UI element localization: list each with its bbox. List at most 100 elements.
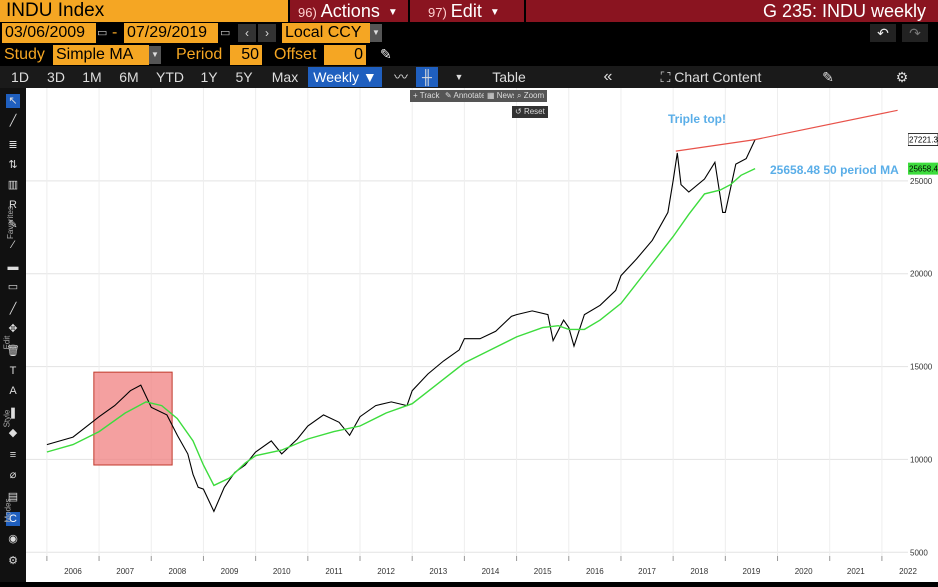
edit-menu[interactable]: 97) Edit ▼	[410, 0, 524, 22]
redo-icon[interactable]: ↷	[902, 24, 928, 42]
chevron-down-icon: ▼	[387, 7, 398, 18]
chart-content-icon: ⛶	[660, 69, 671, 85]
font-tool-icon[interactable]: A	[9, 385, 17, 397]
range-button-5y[interactable]: 5Y	[235, 69, 253, 85]
gear-icon[interactable]: ⚙	[895, 69, 909, 85]
color-mode-icon[interactable]: ◉	[8, 533, 18, 545]
calendar-icon[interactable]: ▭	[97, 27, 108, 39]
paint-tool-icon[interactable]: ◆	[8, 427, 18, 439]
range-button-6m[interactable]: 6M	[119, 69, 139, 85]
chevron-down-icon[interactable]: ▼	[149, 46, 161, 64]
trendline-tool-icon[interactable]: ╱	[9, 115, 17, 127]
frequency-select[interactable]: Weekly ▼	[308, 67, 382, 87]
table-button[interactable]: Table	[492, 69, 526, 85]
x-tick-label: 2013	[429, 567, 447, 576]
x-tick-label: 2007	[116, 567, 134, 576]
chevron-down-icon: ▼	[362, 69, 377, 85]
line-tool-icon[interactable]: ╱	[9, 303, 17, 315]
chart-content-label: Chart Content	[674, 69, 762, 85]
text-tool-icon[interactable]: T	[9, 365, 17, 377]
last-ma-label: 25658.48	[909, 165, 938, 174]
range-button-1m[interactable]: 1M	[82, 69, 102, 85]
security-title[interactable]: INDU Index	[0, 0, 288, 22]
start-date-field[interactable]: 03/06/2009	[2, 23, 96, 43]
end-date-field[interactable]: 07/29/2019	[124, 23, 218, 43]
news-button[interactable]: ▦ News	[484, 90, 520, 102]
ma-annotation[interactable]: 25658.48 50 period MA	[770, 163, 899, 177]
move-tool-icon[interactable]: ✥	[8, 323, 18, 335]
layer-tool-icon[interactable]: ❚	[8, 407, 18, 419]
zoom-button[interactable]: ⌕ Zoom	[514, 90, 548, 102]
triple-top-annotation[interactable]: Triple top!	[668, 112, 726, 126]
track-button[interactable]: + Track	[410, 90, 443, 102]
series-line-indu	[46, 139, 756, 513]
range-button-1y[interactable]: 1Y	[200, 69, 218, 85]
pen-tool-icon[interactable]: ✎	[8, 219, 18, 231]
edit-chart-icon[interactable]: ✎	[822, 69, 834, 85]
last-price-tag	[907, 133, 938, 147]
actions-label: Actions	[320, 1, 380, 21]
range-button-ytd[interactable]: YTD	[156, 69, 184, 85]
x-tick-label: 2011	[325, 567, 343, 576]
favorite-tool-icon[interactable]: ▥	[7, 179, 19, 191]
ratio-tool-icon[interactable]: R	[9, 199, 17, 211]
chevron-down-icon[interactable]: ▼	[370, 24, 382, 42]
chevron-down-icon[interactable]: ▼	[454, 72, 464, 82]
lines-tool-icon[interactable]: ≡	[9, 449, 17, 461]
reset-label: Reset	[523, 107, 545, 116]
y-tick-label: 15000	[910, 363, 933, 372]
price-chart[interactable]	[26, 88, 908, 556]
snapshot-tool-icon[interactable]: ▤	[7, 491, 19, 503]
study-label: Study	[4, 46, 45, 63]
y-tick-label: 5000	[910, 548, 928, 556]
line-chart-icon[interactable]: 〰	[394, 69, 408, 85]
annotate-button[interactable]: ✎ Annotate	[442, 90, 489, 102]
offset-input[interactable]: 0	[324, 45, 366, 65]
x-axis-svg: 2006 2007 2008 2009 2010 2011 2012 2013 2014 2015…	[46, 556, 917, 576]
drawing-sidebar: ↖ ╱ ≣ ⇅ ▥ R ✎ ⁄ ▬ ▭ ╱ ✥ 🗑 T A ❚ ◆ ≡ ⌀ ▤ …	[0, 88, 26, 582]
currency-select[interactable]: Local CCY	[282, 23, 370, 43]
zoom-label: Zoom	[523, 91, 545, 100]
brush-tool-icon[interactable]: ⁄	[12, 239, 14, 251]
calendar-icon[interactable]: ▭	[220, 27, 231, 39]
x-tick-label: 2021	[847, 567, 865, 576]
eraser-tool-icon[interactable]: ⌀	[9, 469, 17, 481]
range-toolbar	[0, 66, 938, 88]
x-tick-label: 2012	[377, 567, 395, 576]
settings-icon[interactable]: ⚙	[8, 555, 18, 567]
last-price-label: 27221.35	[909, 136, 938, 145]
actions-menu[interactable]: 96) Actions ▼	[290, 0, 408, 22]
y-axis-svg: 5000 10000 15000 20000 25000 27221.35 25658.48	[907, 133, 938, 557]
x-tick-label: 2017	[638, 567, 656, 576]
period-input[interactable]: 50	[230, 45, 262, 65]
chart-plot-area[interactable]	[26, 88, 908, 556]
collapse-left-icon[interactable]: «	[603, 68, 613, 85]
highlight-box	[93, 371, 173, 466]
range-button-1d[interactable]: 1D	[11, 69, 29, 85]
edit-label: Edit	[450, 1, 482, 21]
range-button-max[interactable]: Max	[271, 69, 299, 85]
ruler-tool-icon[interactable]: ▭	[7, 281, 19, 293]
news-label: News	[496, 91, 517, 100]
x-tick-label: 2008	[168, 567, 186, 576]
chart-content-button[interactable]: ⛶ Chart Content	[650, 67, 772, 87]
mode-c-icon[interactable]: C	[6, 512, 20, 526]
page-title: G 235: INDU weekly	[526, 0, 938, 22]
series-line-trendline	[675, 109, 898, 152]
trash-icon[interactable]: 🗑	[6, 345, 20, 357]
fib-tool-icon[interactable]: ≣	[8, 139, 18, 151]
study-select[interactable]: Simple MA	[53, 45, 149, 65]
reset-button[interactable]: ↺ Reset	[512, 106, 548, 118]
y-tick-label: 20000	[910, 270, 933, 279]
range-button-3d[interactable]: 3D	[47, 69, 65, 85]
cursor-icon[interactable]: ↖	[6, 94, 20, 108]
channel-tool-icon[interactable]: ⇅	[8, 159, 18, 171]
pencil-icon[interactable]: ✎	[380, 46, 392, 62]
candlestick-icon[interactable]: ╫	[416, 67, 438, 87]
x-tick-label: 2020	[795, 567, 813, 576]
hline-tool-icon[interactable]: ▬	[7, 261, 19, 273]
x-tick-label: 2022	[899, 567, 917, 576]
undo-icon[interactable]: ↶	[870, 24, 896, 42]
next-arrow-icon[interactable]: ›	[258, 24, 276, 42]
prev-arrow-icon[interactable]: ‹	[238, 24, 256, 42]
